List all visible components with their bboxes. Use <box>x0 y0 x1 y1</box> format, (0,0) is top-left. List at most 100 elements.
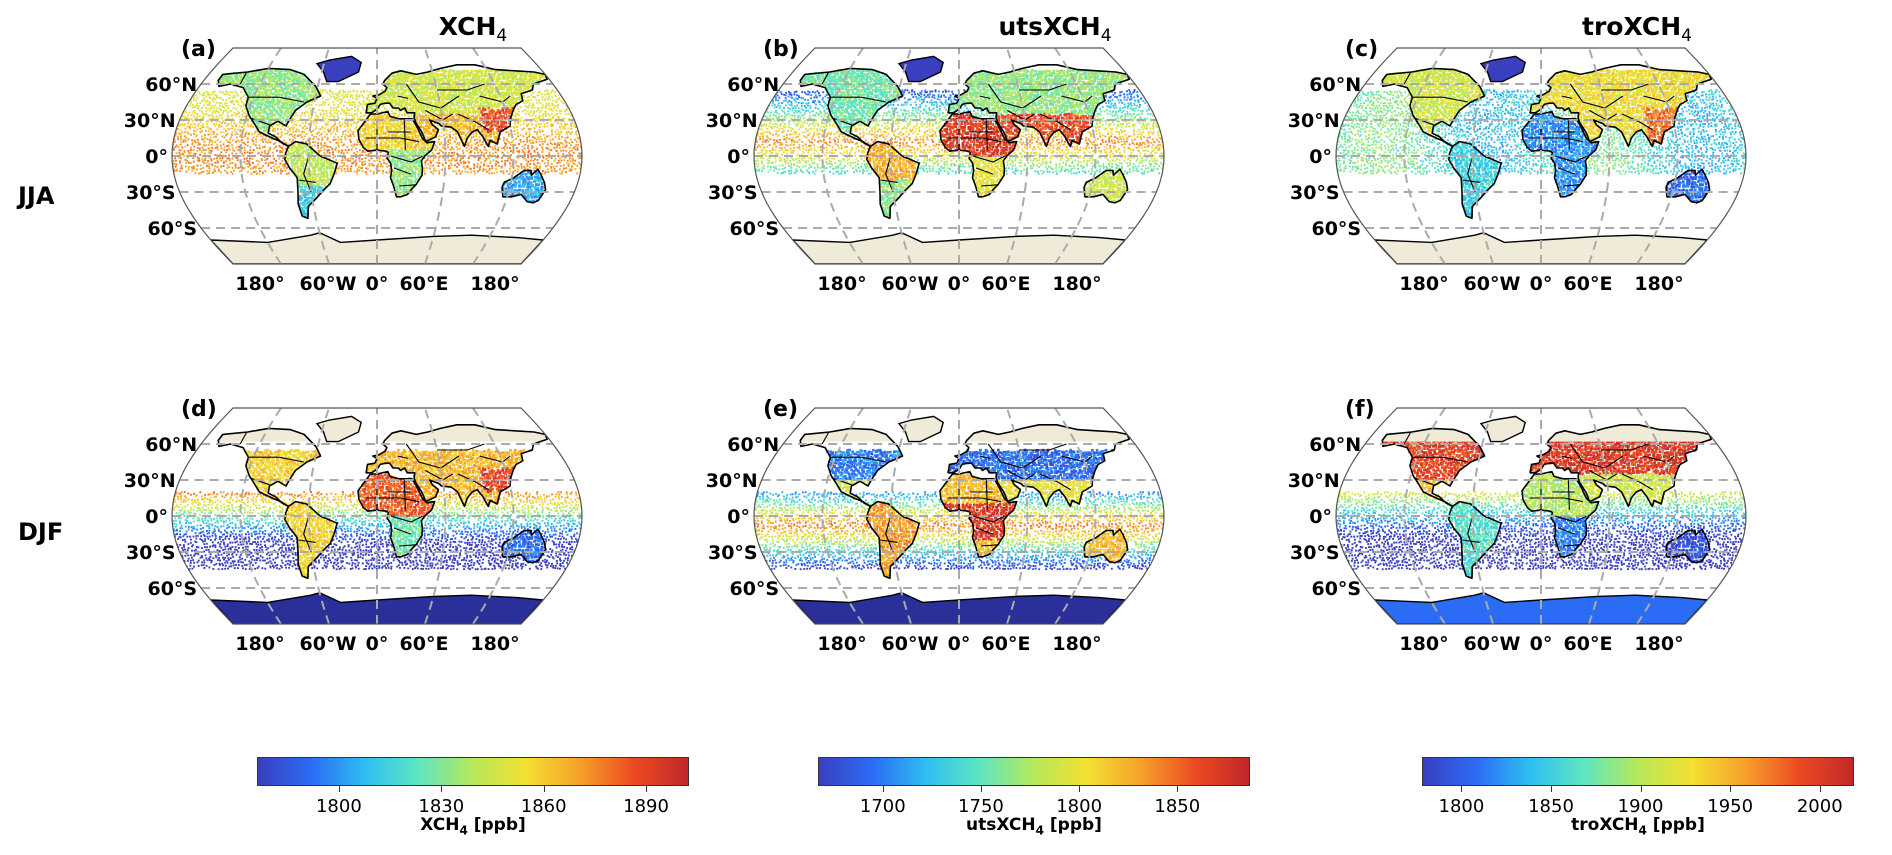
colorbar-tick-label: 1700 <box>860 796 906 817</box>
lat-label: 60°S <box>729 218 779 240</box>
map-panel-a: (a) 60°N 30°N 0° 30°S 60°S 180° 60°W 0° 60°E 180° <box>124 37 685 338</box>
greenland <box>897 55 945 83</box>
lat-label: 30°N <box>706 470 758 492</box>
colorbar-tick <box>1819 786 1821 792</box>
colorbar-gradient <box>257 757 689 786</box>
colorbar-tick <box>1640 786 1642 792</box>
map-panel-b: (b) 60°N 30°N 0° 30°S 60°S 180° 60°W 0° 60°E 180° <box>706 37 1267 338</box>
colorbar-label-main: utsXCH <box>966 815 1036 835</box>
row-label-jja: JJA <box>18 182 54 210</box>
colorbar-tick-label: 1800 <box>1056 796 1102 817</box>
map-panel-d: (d) 60°N 30°N 0° 30°S 60°S 180° 60°W 0° 60°E 180° <box>124 397 685 698</box>
coastlines <box>217 424 548 580</box>
lon-label: 180° <box>1052 273 1101 295</box>
colorbar-label-unit: [ppb] <box>1044 815 1102 835</box>
lat-label: 30°N <box>706 110 758 132</box>
greenland <box>315 55 363 83</box>
lat-label: 30°N <box>124 470 176 492</box>
coastlines <box>1381 424 1712 580</box>
colorbar-gradient <box>1422 757 1854 786</box>
lon-label: 60°W <box>1464 273 1521 295</box>
lat-label: 60°N <box>727 74 779 96</box>
lat-label: 60°S <box>1311 578 1361 600</box>
greenland <box>315 415 363 443</box>
panel-label: (d) <box>181 397 217 422</box>
colorbar-label: XCH4 [ppb] <box>257 815 689 837</box>
graticule <box>172 408 582 624</box>
lat-label: 60°S <box>147 218 197 240</box>
globe-outline <box>1335 47 1747 265</box>
lon-label: 180° <box>1634 273 1683 295</box>
coastlines <box>799 64 1130 220</box>
lon-label: 60°E <box>982 273 1031 295</box>
lon-label: 60°E <box>1564 633 1613 655</box>
colorbar-tick-label: 2000 <box>1797 796 1843 817</box>
colorbar-tick <box>338 786 340 792</box>
lon-label: 60°E <box>400 633 449 655</box>
lon-label: 0° <box>948 273 971 295</box>
colorbar-tick <box>1177 786 1179 792</box>
column-title-sub: 4 <box>496 26 507 46</box>
lon-label: 60°W <box>882 633 939 655</box>
colorbar-gradient <box>818 757 1250 786</box>
lon-label: 180° <box>817 273 866 295</box>
colorbar-tick-label: 1830 <box>418 796 464 817</box>
coastlines <box>217 64 548 220</box>
lon-label: 0° <box>1530 273 1553 295</box>
panel-label: (c) <box>1345 37 1378 62</box>
lon-label: 180° <box>1052 633 1101 655</box>
lon-label: 180° <box>470 633 519 655</box>
colorbar-tick-label: 1890 <box>623 796 669 817</box>
lon-label: 60°W <box>1464 633 1521 655</box>
lat-label: 0° <box>727 506 750 528</box>
lat-label: 30°N <box>1288 110 1340 132</box>
lat-label: 60°N <box>145 74 197 96</box>
lat-label: 60°N <box>727 434 779 456</box>
lat-label: 60°S <box>147 578 197 600</box>
colorbar-label-main: XCH <box>420 815 459 835</box>
colorbar-label: troXCH4 [ppb] <box>1422 815 1854 837</box>
colorbar-label-sub: 4 <box>1639 823 1647 837</box>
colorbar-tick <box>1079 786 1081 792</box>
colorbar-label-sub: 4 <box>459 823 467 837</box>
column-title-sub: 4 <box>1101 26 1112 46</box>
lat-label: 0° <box>1309 146 1332 168</box>
colorbar-troxch4: 1800 1850 1900 1950 2000 troXCH4 [ppb] <box>1422 757 1854 837</box>
globe-outline <box>753 407 1165 625</box>
colorbar-label: utsXCH4 [ppb] <box>818 815 1250 837</box>
lat-label: 30°S <box>126 182 176 204</box>
globe-outline <box>171 407 583 625</box>
column-title-utsxch4: utsXCH4 <box>795 12 1315 46</box>
lon-label: 0° <box>366 633 389 655</box>
globe-outline <box>753 47 1165 265</box>
lon-label: 180° <box>817 633 866 655</box>
graticule <box>172 48 582 264</box>
lon-label: 180° <box>470 273 519 295</box>
colorbar-tick <box>1551 786 1552 792</box>
colorbar-tick <box>646 786 648 792</box>
colorbar-ticks: 1800 1830 1860 1890 <box>257 786 689 817</box>
lat-label: 60°N <box>1309 74 1361 96</box>
lon-label: 0° <box>1530 633 1553 655</box>
column-title-sub: 4 <box>1681 26 1692 46</box>
lat-label: 30°S <box>708 182 758 204</box>
lon-label: 180° <box>235 633 284 655</box>
panel-label: (a) <box>181 37 216 62</box>
colorbar-tick <box>1730 786 1732 792</box>
data-points <box>1336 436 1746 578</box>
lat-label: 60°N <box>145 434 197 456</box>
graticule <box>1336 408 1746 624</box>
panel-label: (e) <box>763 397 798 422</box>
lat-label: 0° <box>145 146 168 168</box>
lat-label: 0° <box>727 146 750 168</box>
lat-label: 30°S <box>1290 542 1340 564</box>
column-title-main: XCH <box>439 12 497 41</box>
colorbar-tick <box>882 786 884 792</box>
colorbar-tick <box>1461 786 1463 792</box>
colorbar-tick-label: 1850 <box>1528 796 1574 817</box>
coastlines <box>799 424 1130 580</box>
lat-label: 60°S <box>1311 218 1361 240</box>
colorbar-ticks: 1700 1750 1800 1850 <box>818 786 1250 817</box>
globe-outline <box>171 47 583 265</box>
globe-outline <box>1335 407 1747 625</box>
